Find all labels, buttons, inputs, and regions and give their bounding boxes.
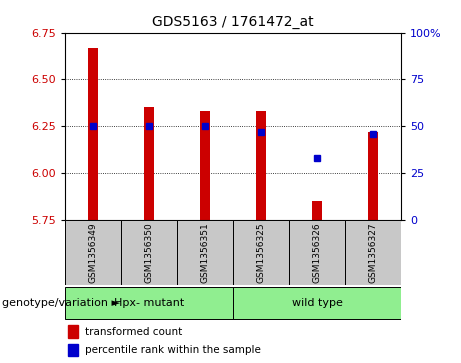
Bar [65,220,121,285]
Text: GSM1356349: GSM1356349 [88,222,97,283]
Bar [233,220,289,285]
Text: wild type: wild type [291,298,343,308]
Bar [121,220,177,285]
Bar [233,287,401,319]
Title: GDS5163 / 1761472_at: GDS5163 / 1761472_at [152,15,313,29]
Bar [312,201,322,220]
Bar [88,48,98,220]
Text: GSM1356351: GSM1356351 [200,222,209,283]
Bar [177,220,233,285]
Text: genotype/variation ►: genotype/variation ► [2,298,120,308]
Text: GSM1356325: GSM1356325 [256,222,266,283]
Bar [345,220,401,285]
Text: percentile rank within the sample: percentile rank within the sample [85,345,260,355]
Text: Hpx- mutant: Hpx- mutant [113,298,184,308]
Text: GSM1356327: GSM1356327 [368,222,378,283]
Bar [68,344,78,356]
Text: GSM1356350: GSM1356350 [144,222,153,283]
Bar [368,132,378,220]
Bar [68,326,78,338]
Bar [65,287,233,319]
Text: GSM1356326: GSM1356326 [313,222,321,283]
Bar [144,107,154,220]
Bar [256,111,266,220]
Bar [200,111,210,220]
Text: transformed count: transformed count [85,327,182,337]
Bar [289,220,345,285]
